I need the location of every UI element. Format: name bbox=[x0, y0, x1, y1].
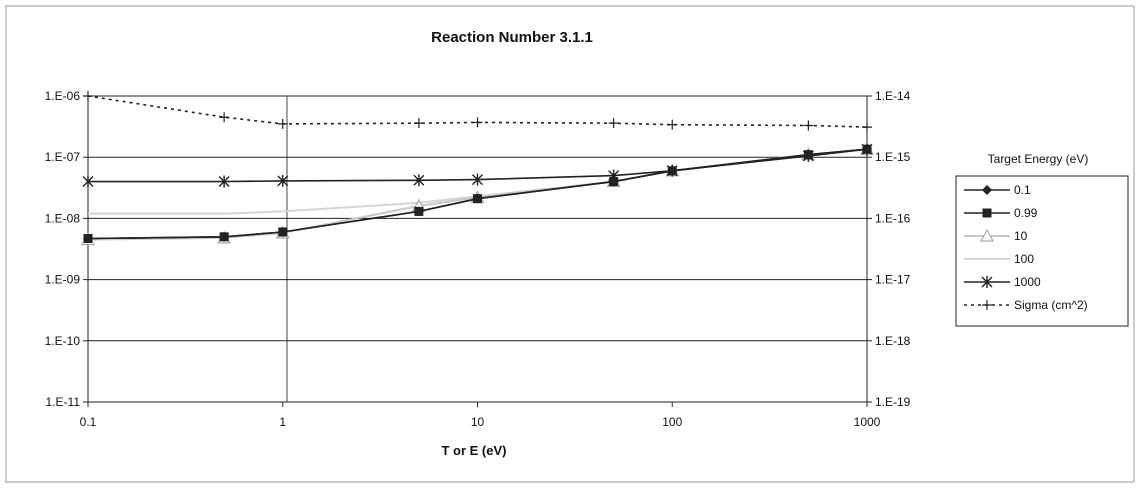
data-point-0-99 bbox=[278, 227, 288, 237]
legend-label: Sigma (cm^2) bbox=[1014, 298, 1088, 312]
y2-tick-label: 1.E-14 bbox=[875, 89, 911, 103]
x-tick-label: 0.1 bbox=[80, 415, 97, 429]
legend-item-sigma-cm-2: Sigma (cm^2) bbox=[964, 298, 1088, 312]
y-tick-label: 1.E-11 bbox=[46, 395, 81, 409]
x-tick-label: 10 bbox=[471, 415, 485, 429]
data-point-sigma-cm-2 bbox=[83, 91, 93, 101]
data-point-0-99 bbox=[473, 194, 482, 204]
legend-item-10: 10 bbox=[964, 228, 1028, 243]
y-tick-label: 1.E-06 bbox=[45, 89, 81, 103]
data-point-1000 bbox=[218, 175, 230, 188]
series-1000 bbox=[82, 143, 873, 188]
legend-item-100: 100 bbox=[964, 252, 1034, 266]
y-tick-label: 1.E-08 bbox=[45, 211, 81, 225]
data-point-1000 bbox=[861, 143, 873, 156]
legend-marker bbox=[982, 300, 992, 310]
data-point-1000 bbox=[472, 173, 483, 186]
legend-title: Target Energy (eV) bbox=[988, 152, 1089, 166]
x-tick-label: 1000 bbox=[854, 415, 881, 429]
legend-box bbox=[955, 175, 1129, 327]
data-point-sigma-cm-2 bbox=[413, 118, 424, 129]
legend-item-0-99: 0.99 bbox=[964, 206, 1038, 220]
legend-marker bbox=[982, 185, 992, 195]
legend-marker bbox=[981, 276, 993, 288]
data-point-1000 bbox=[608, 169, 620, 182]
legend-label: 0.99 bbox=[1014, 206, 1038, 220]
data-point-0-99 bbox=[219, 232, 229, 242]
data-point-0-99 bbox=[414, 206, 424, 216]
x-tick-label: 1 bbox=[279, 415, 286, 429]
data-point-sigma-cm-2 bbox=[803, 120, 814, 131]
legend-label: 0.1 bbox=[1014, 183, 1031, 197]
y-tick-label: 1.E-09 bbox=[45, 273, 81, 287]
data-point-1000 bbox=[413, 174, 425, 187]
data-point-0-99 bbox=[83, 233, 93, 243]
legend-label: 1000 bbox=[1014, 275, 1041, 289]
data-point-sigma-cm-2 bbox=[472, 117, 483, 128]
data-point-1000 bbox=[802, 149, 814, 162]
y2-tick-label: 1.E-15 bbox=[875, 150, 911, 164]
legend-marker bbox=[982, 208, 992, 218]
chart-frame bbox=[5, 5, 1135, 483]
x-tick-label: 100 bbox=[662, 415, 682, 429]
y-tick-label: 1.E-07 bbox=[45, 150, 81, 164]
legend-label: 10 bbox=[1014, 229, 1028, 243]
data-point-sigma-cm-2 bbox=[862, 122, 872, 133]
data-point-1000 bbox=[277, 174, 289, 187]
y-tick-label: 1.E-10 bbox=[45, 334, 81, 348]
data-point-sigma-cm-2 bbox=[608, 118, 619, 129]
data-point-1000 bbox=[82, 175, 94, 188]
y2-tick-label: 1.E-18 bbox=[875, 334, 911, 348]
series-sigma-cm-2 bbox=[83, 91, 872, 133]
legend-marker bbox=[979, 228, 995, 242]
data-point-sigma-cm-2 bbox=[219, 112, 230, 123]
y2-tick-label: 1.E-16 bbox=[875, 211, 911, 225]
x-axis-label: T or E (eV) bbox=[441, 443, 506, 458]
y2-tick-label: 1.E-19 bbox=[875, 395, 911, 409]
data-point-sigma-cm-2 bbox=[277, 118, 288, 129]
legend-item-0-1: 0.1 bbox=[964, 183, 1031, 197]
data-point-1000 bbox=[666, 164, 678, 177]
legend-item-1000: 1000 bbox=[964, 275, 1041, 289]
y2-tick-label: 1.E-17 bbox=[875, 273, 911, 287]
chart-title: Reaction Number 3.1.1 bbox=[431, 29, 593, 46]
data-point-sigma-cm-2 bbox=[667, 119, 678, 130]
legend-label: 100 bbox=[1014, 252, 1034, 266]
